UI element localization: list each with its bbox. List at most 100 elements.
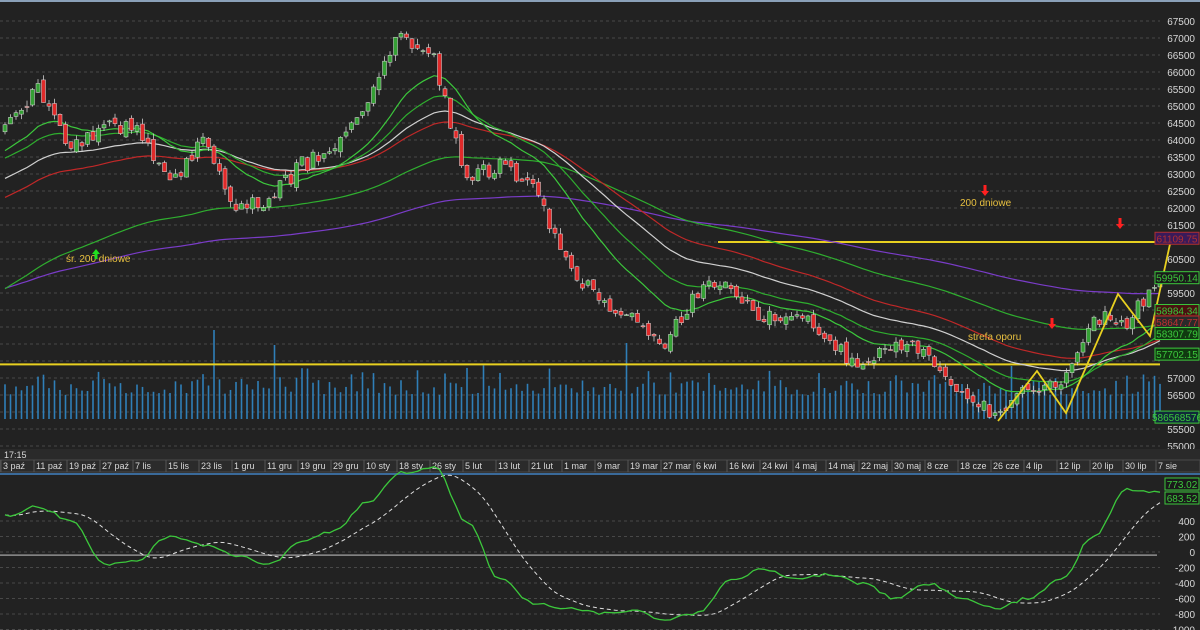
candle [1069,363,1075,373]
time-label: 17:15 [4,450,27,460]
candle [679,316,684,323]
candle [778,317,783,322]
candle [140,123,145,141]
date-tick-label: 7 sie [1158,461,1177,471]
candle [376,77,382,91]
oscillator-panel: 400 200 0 -200 -400 -600 -800 -1000 773.02 683.52 [0,466,1200,630]
candle [1152,287,1157,289]
horizontal-levels [0,241,1160,366]
candle [959,391,965,393]
date-tick-label: 24 kwi [762,461,788,471]
candle [965,388,970,400]
candle [1031,390,1036,392]
price-tick-label: 62500 [1167,187,1195,198]
candle [123,121,129,138]
candles [2,31,1163,419]
candle [728,285,734,290]
candle [112,117,118,124]
osc-tick-label: 0 [1189,548,1195,559]
osc-signal-line [4,474,1161,616]
date-tick-label: 27 paź [102,461,130,471]
candle [442,88,448,96]
candle [398,33,404,38]
date-tick-label: 12 lip [1059,461,1081,471]
candle [1141,298,1146,307]
candle [35,83,41,93]
candle [657,338,662,344]
candle [464,164,470,179]
candle [277,180,283,199]
candle [712,282,717,288]
price-label-box [1154,327,1200,341]
zigzag-drawing [997,243,1171,422]
candle [899,339,904,351]
candle [244,203,250,209]
candle [860,364,866,370]
candle [415,44,420,49]
zigzag-line [997,243,1171,422]
moving-average-line [4,195,1161,295]
candle [486,164,492,178]
candle [431,53,437,55]
candle [156,162,162,165]
candle [547,208,552,230]
up-arrow-icon [92,249,100,259]
candle [893,341,899,353]
candle [255,197,261,208]
price-tick-label: 67500 [1167,17,1195,28]
candle [992,412,998,416]
candle [987,404,992,418]
candle [239,203,244,210]
candle [200,136,206,144]
candle [833,339,838,351]
candle [635,313,640,323]
candle [739,296,745,304]
candle [79,142,85,147]
candle [151,139,156,161]
candle [536,181,541,196]
candle [68,141,74,149]
date-tick-label: 26 cze [993,461,1020,471]
date-tick-label: 1 gru [234,461,255,471]
candle [409,38,415,49]
price-tick-label: 63500 [1167,153,1195,164]
candle [673,318,679,337]
candle [849,357,855,367]
candle [756,306,761,321]
candle [596,292,602,301]
candle [470,176,475,181]
candle [503,160,508,165]
candle [530,179,536,184]
candle [316,155,321,162]
candle [52,103,57,116]
candle [365,102,371,112]
candle [189,154,195,161]
candle [118,125,123,134]
candle [1064,372,1069,384]
osc-tick-label: -200 [1175,564,1195,575]
candle [558,233,563,250]
candle [783,316,789,325]
candle [662,343,668,349]
candle [646,323,651,336]
candle [332,148,338,152]
candle [613,310,618,314]
candle [981,400,987,411]
down-arrow-icon [981,185,989,196]
annotation-ma200-right: 200 dniowe [960,198,1012,209]
price-label-box [1154,271,1200,285]
date-tick-label: 26 sty [432,461,457,471]
candle [1119,320,1124,323]
price-label: 59950.14 [1156,274,1198,285]
date-axis: 17:15 3 paź 11 paź 19 paź 27 paź 7 lis 15 lis… [0,449,1200,473]
grid [0,0,1200,447]
candle [261,207,266,212]
candle [24,106,30,108]
candle [926,346,932,356]
candle [426,47,431,54]
date-tick-label: 13 lut [498,461,521,471]
candle [492,172,497,179]
candle [827,334,833,341]
